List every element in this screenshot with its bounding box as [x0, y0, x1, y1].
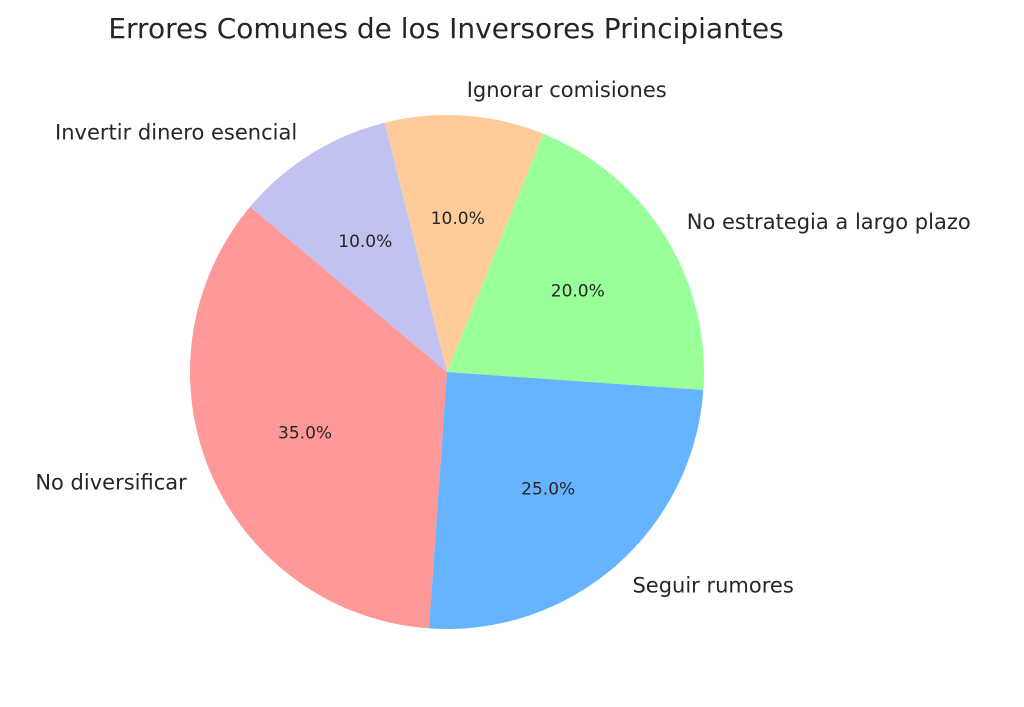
- slice-percent-label: 25.0%: [521, 479, 575, 499]
- slice-percent-label: 10.0%: [431, 209, 485, 229]
- pie-slices: [190, 115, 704, 629]
- pie-slice: [250, 122, 447, 372]
- slice-percent-label: 10.0%: [338, 232, 392, 252]
- chart-title: Errores Comunes de los Inversores Princi…: [108, 12, 783, 45]
- pie-slice: [190, 206, 447, 629]
- slice-percent-label: 20.0%: [551, 281, 605, 301]
- slice-percent-label: 35.0%: [278, 423, 332, 443]
- pie-slice: [384, 115, 544, 373]
- slice-category-label: Seguir rumores: [632, 573, 793, 597]
- slice-category-label: No diversificar: [35, 470, 187, 494]
- pie-slice: [429, 372, 704, 629]
- slice-category-label: Invertir dinero esencial: [55, 120, 297, 144]
- slice-category-label: Ignorar comisiones: [467, 78, 667, 102]
- slice-category-label: No estrategia a largo plazo: [687, 210, 971, 234]
- slice-labels: 35.0% No diversificar 25.0% Seguir rumores 2…: [35, 78, 970, 597]
- pie-slice: [447, 133, 704, 390]
